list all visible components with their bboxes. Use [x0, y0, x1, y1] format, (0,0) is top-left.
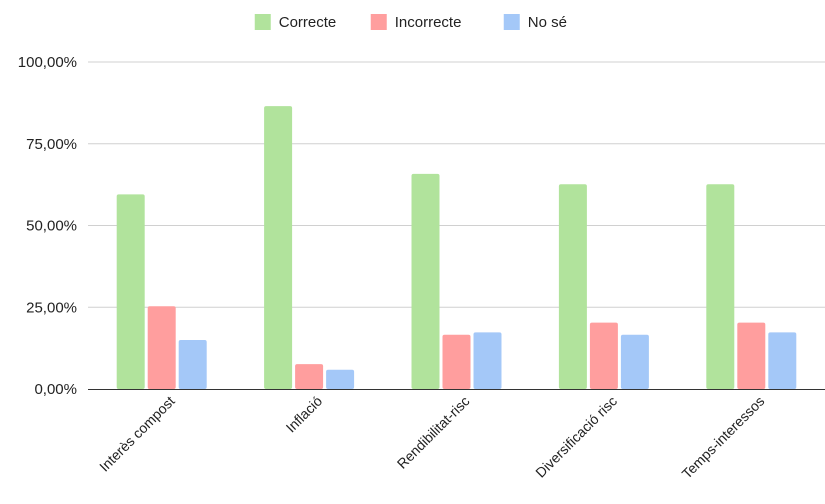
legend-label: Correcte	[279, 14, 337, 31]
y-axis-tick-labels: 0,00% 25,00% 50,00% 75,00% 100,00%	[18, 54, 77, 398]
x-category-label: Interès compost	[96, 393, 178, 475]
legend-label: Incorrecte	[395, 14, 462, 31]
y-tick-label: 100,00%	[18, 54, 77, 71]
legend-swatch	[254, 14, 271, 30]
bar-incorrecte	[442, 334, 471, 389]
bar-incorrecte	[295, 364, 324, 389]
y-tick-label: 50,00%	[26, 218, 77, 235]
bar-correcte	[558, 184, 587, 389]
x-category-label: Inflació	[283, 393, 326, 436]
legend-swatch	[370, 14, 387, 30]
bar-no-s-	[326, 369, 355, 389]
bar-correcte	[411, 173, 440, 389]
y-tick-label: 75,00%	[26, 136, 77, 153]
bar-no-s-	[473, 332, 502, 389]
gridlines	[88, 61, 825, 308]
legend-label: No sé	[528, 14, 567, 31]
legend-swatch	[503, 14, 520, 30]
bar-no-s-	[768, 332, 797, 389]
bar-no-s-	[620, 334, 649, 389]
bar-correcte	[264, 106, 293, 390]
bar-no-s-	[178, 339, 207, 389]
y-tick-label: 0,00%	[34, 381, 77, 398]
bar-correcte	[116, 194, 145, 389]
bar-incorrecte	[147, 306, 176, 389]
bar-incorrecte	[737, 322, 766, 389]
bar-correcte	[706, 184, 735, 389]
x-category-label: Temps-interessos	[679, 393, 768, 482]
legend: Correcte Incorrecte No sé	[254, 14, 567, 31]
x-axis-category-labels: Interès compost Inflació Rendibilitat-risc…	[96, 393, 767, 482]
x-category-label: Rendibilitat-risc	[394, 393, 473, 472]
bars	[116, 106, 797, 390]
y-tick-label: 25,00%	[26, 299, 77, 316]
x-category-label: Diversificació risc	[532, 393, 620, 481]
bar-incorrecte	[589, 322, 618, 389]
